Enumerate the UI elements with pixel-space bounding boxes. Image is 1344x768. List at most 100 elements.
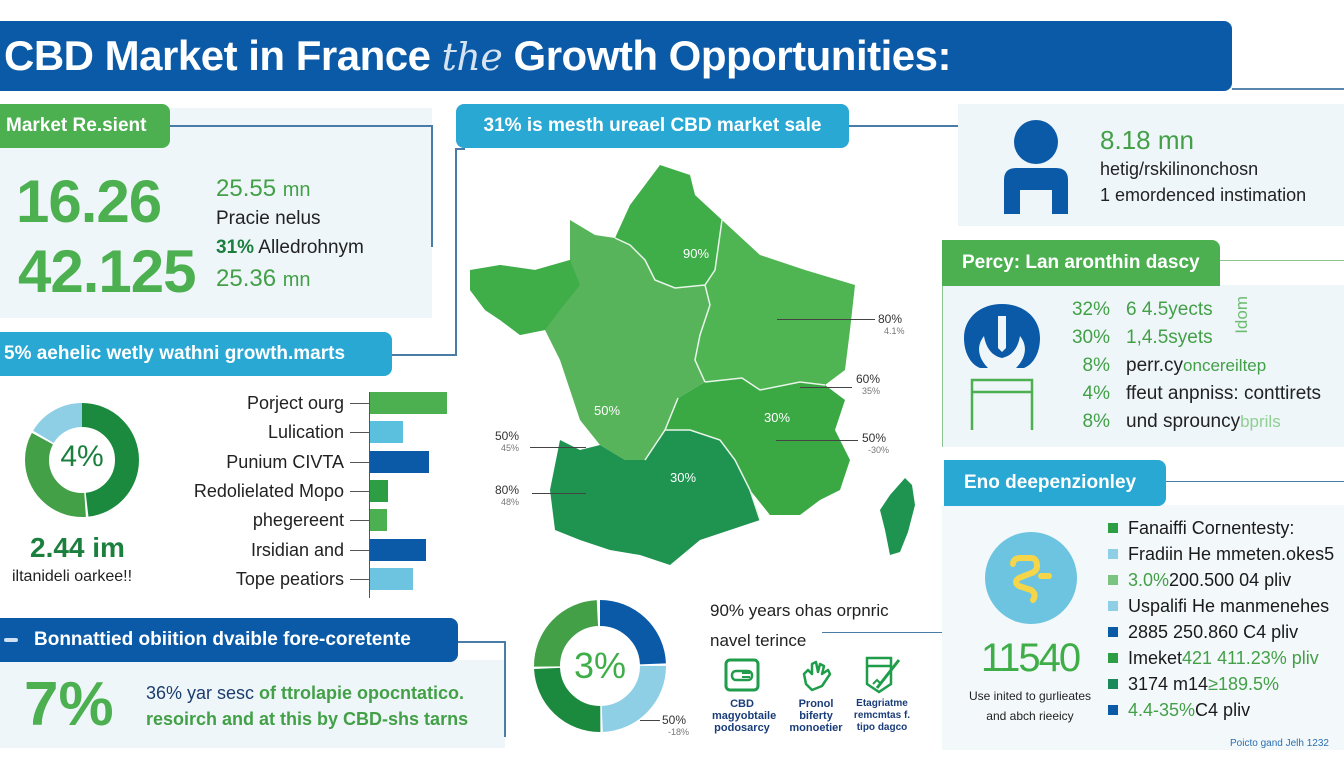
consumer-panel [958, 104, 1344, 226]
callout-leader [800, 387, 852, 388]
page-title: CBD Market in France the Growth Opportun… [0, 21, 1232, 91]
callout-west-top: 50% 45% [495, 429, 520, 453]
growth-panel-tab: 5% aehelic wetly wathni growth.marts [0, 332, 392, 376]
callout-leader [777, 319, 875, 320]
title-part-1: CBD Market in France [4, 32, 442, 79]
map-label-west: 50% [594, 403, 621, 418]
id-card-icon [724, 658, 760, 692]
growth-caption: iltanideli oarkee!! [12, 568, 133, 585]
dependency-caption: Use inited to gurlieates and abch rieeic… [968, 689, 1092, 723]
opportunity-border-right [504, 641, 506, 737]
donut-callout: 50% -18% [662, 713, 690, 737]
map-region-brittany [470, 260, 580, 335]
consumer-value: 8.18 mn [1100, 125, 1194, 155]
map-connector [455, 148, 465, 150]
bar [370, 451, 429, 473]
frame-icon [970, 378, 1034, 430]
legend-item: Fradiin He mmeten.okes5 [1108, 541, 1334, 567]
feature-icon-cbd: CBD magyobtaile podosarcy [712, 658, 776, 734]
legend-item: 3174 m14 ≥189.5% [1108, 671, 1334, 697]
france-map [470, 165, 915, 565]
map-region-corsica [880, 478, 915, 555]
bottom-donut-chart [534, 600, 666, 732]
percy-panel-tab: Percy: Lan aronthin dascy [942, 240, 1220, 286]
growth-bar-chart: Porject ourg Lulication Punium CIVTA Red… [0, 392, 460, 602]
market-stat-4: 25.36 mn [216, 265, 311, 292]
bar-row: Irsidian and [0, 539, 426, 561]
market-panel-border-right [431, 125, 433, 247]
callout-leader [532, 493, 586, 494]
bar [370, 568, 413, 590]
callout-leader [530, 447, 586, 448]
map-region-southwest [550, 430, 760, 565]
headline-connector [822, 632, 944, 633]
callout-east-top: 80% 4.1% [878, 312, 905, 336]
percy-row: 32% 6 4.5yects [1071, 299, 1213, 320]
map-label-southeast: 30% [764, 410, 791, 425]
bar [370, 421, 403, 443]
bottom-donut-center-label: 3% [573, 645, 627, 686]
growth-value: 2.44 im [30, 532, 125, 563]
bar-row: Porject ourg [0, 392, 447, 414]
growth-donut-center-label: 4% [60, 440, 104, 473]
opportunity-border-top [458, 641, 506, 643]
map-region-southeast [665, 378, 850, 515]
map-panel-tab: 31% is mesth ureael CBD market sale [456, 104, 849, 148]
bar-row: Punium CIVTA [0, 451, 429, 473]
bar [370, 539, 426, 561]
map-label-southwest: 30% [670, 470, 697, 485]
title-part-2: Growth Opportunities: [502, 32, 952, 79]
dependency-legend: Fanaiffi Coгnentesty: Fradiin He mmeten.… [1108, 515, 1334, 723]
bar-row: phegereent [0, 509, 387, 531]
opportunity-panel [0, 660, 505, 748]
feature-icon-hand: Pronol biferty monoetier [786, 658, 846, 734]
callout-leader [776, 440, 858, 441]
bar-row: Lulication [0, 421, 403, 443]
center-headline: 90% years ohas orpnric navel terince [710, 601, 889, 650]
map-connector-right [849, 125, 959, 127]
bar-chart-axis [369, 392, 370, 598]
percy-border-top [1220, 260, 1344, 261]
market-stat-3: 31% Alledrohnym [216, 237, 364, 258]
market-stat-2: Pracie nelus [216, 208, 321, 229]
title-script-word: the [441, 35, 503, 79]
feature-icon-checklist: Etagriatme remcmtas f. tipo dagco [852, 654, 912, 734]
bar [370, 480, 388, 502]
bar-row: Redolielated Mopo [0, 480, 388, 502]
legend-item: 4.4-35% C4 pliv [1108, 697, 1334, 723]
callout-east-low: 50% -30% [862, 431, 890, 455]
growth-connector-vertical [455, 148, 457, 356]
legend-item: 2885 250.860 C4 pliv [1108, 619, 1334, 645]
percy-row: 8% perr.cy oncereiltep [1082, 355, 1267, 376]
cannabis-emblem-icon [964, 304, 1040, 368]
opportunity-text: 36% yar sesc of ttrolapie opocntatico. r… [146, 683, 469, 729]
dash-icon [4, 638, 18, 642]
market-stat-1: 25.55 mn [216, 175, 311, 202]
dependency-big-value: 11540 [980, 636, 1081, 680]
dependency-badge-icon [985, 532, 1077, 624]
bar-row: Tope peatiors [0, 568, 413, 590]
market-stats: 25.55 mn Pracie nelus 31% Alledrohnym 25… [216, 174, 416, 296]
person-icon [1004, 120, 1068, 214]
checklist-icon [865, 656, 901, 694]
market-panel-tab: Market Re.sient [0, 104, 170, 148]
map-label-north: 90% [683, 246, 710, 261]
percy-rows: 32% 6 4.5yects 30% 1,4.5syets 8% perr.cy on… [1060, 296, 1321, 436]
legend-item: Imeket 421 411.23% pliv [1108, 645, 1334, 671]
legend-item: Uspalifi He manmenehes [1108, 593, 1334, 619]
percy-border-left [942, 285, 943, 447]
growth-connector [392, 354, 456, 356]
bar [370, 392, 447, 414]
hand-icon [802, 660, 832, 692]
percy-row: 30% 1,4.5syets [1071, 327, 1213, 348]
market-big-value-1: 16.26 [16, 168, 162, 235]
opportunity-panel-tab: Bonnattied obiition dvaible fore-coreten… [0, 618, 458, 662]
market-panel-border-top [170, 125, 432, 127]
callout-east-mid: 60% 35% [856, 372, 881, 396]
legend-item: 3.0% 200.500 04 pliv [1108, 567, 1334, 593]
opportunity-big-value: 7% [24, 670, 114, 739]
callout-west-low: 80% 48% [495, 483, 520, 507]
legend-item: Fanaiffi Coгnentesty: [1108, 515, 1334, 541]
consumer-text: 8.18 mn hetig/rskilinonchosn 1 emordence… [1100, 125, 1307, 205]
dependency-footer: Poicto gand Jelh 1232 [1230, 738, 1329, 749]
